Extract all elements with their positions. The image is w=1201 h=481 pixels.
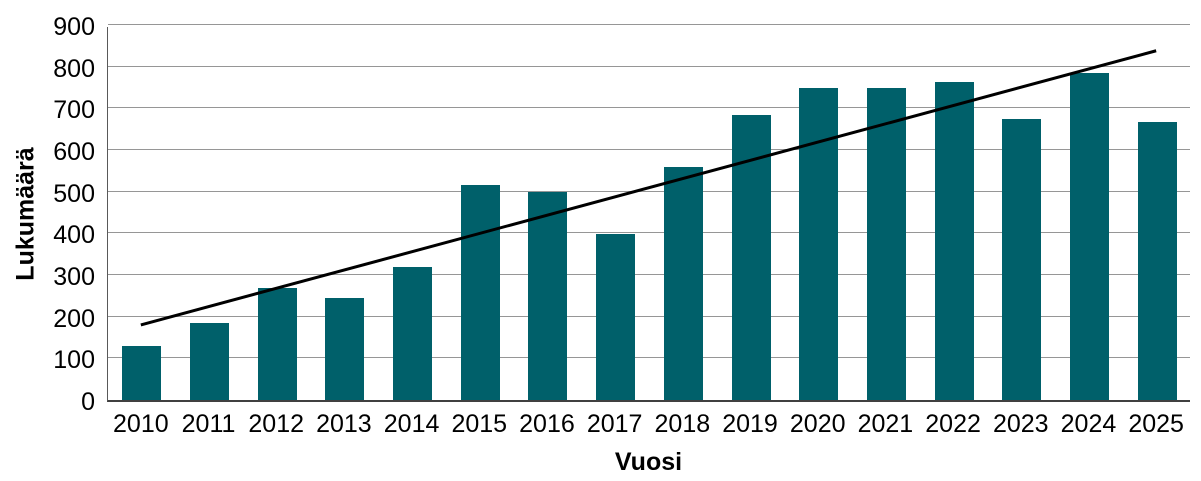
y-tick-label-900: 900 (53, 13, 95, 41)
y-tick-label-800: 800 (53, 54, 95, 83)
x-tick-label-2024: 2024 (1060, 410, 1117, 438)
bar-2025 (1137, 121, 1177, 400)
x-tick-label-2014: 2014 (383, 410, 440, 438)
gridline-700 (108, 107, 1190, 109)
x-tick-label-2020: 2020 (789, 410, 846, 438)
y-tick-label-100: 100 (53, 346, 95, 375)
y-tick-label-200: 200 (53, 304, 95, 333)
x-tick-label-2019: 2019 (722, 410, 778, 438)
x-tick-label-2017: 2017 (586, 410, 643, 438)
gridline-800 (108, 65, 1190, 67)
bar-2017 (596, 234, 636, 400)
bar-2016 (528, 191, 568, 400)
bar-2015 (460, 184, 500, 400)
plot-area (107, 24, 1190, 402)
y-tick-label-300: 300 (53, 263, 95, 291)
y-tick-label-0: 0 (81, 388, 95, 416)
gridline-100 (108, 357, 1190, 359)
x-tick-label-2016: 2016 (519, 410, 575, 438)
gridline-900 (108, 24, 1190, 25)
bar-2021 (866, 88, 906, 400)
bar-2011 (190, 322, 230, 400)
bar-2020 (799, 88, 839, 400)
bar-2013 (325, 297, 365, 400)
bar-2014 (393, 266, 433, 400)
x-tick-label-2022: 2022 (925, 410, 981, 438)
x-tick-label-2023: 2023 (992, 410, 1049, 438)
x-tick-label-2010: 2010 (113, 410, 169, 438)
bar-2023 (1002, 118, 1042, 400)
y-tick-label-700: 700 (53, 96, 95, 125)
x-tick-label-2013: 2013 (316, 410, 372, 438)
y-axis-title: Lukumäärä (11, 147, 40, 281)
x-tick-label-2025: 2025 (1128, 410, 1184, 438)
x-tick-label-2011: 2011 (181, 410, 236, 438)
bar-2024 (1069, 72, 1109, 400)
x-axis-title: Vuosi (614, 448, 683, 476)
bar-2012 (257, 287, 297, 400)
bar-2022 (934, 82, 974, 400)
x-tick-label-2015: 2015 (451, 410, 508, 438)
y-tick-label-400: 400 (53, 221, 95, 250)
x-tick-label-2018: 2018 (654, 410, 711, 438)
bar-2010 (122, 345, 162, 400)
y-tick-label-500: 500 (53, 179, 95, 208)
x-tick-label-2021: 2021 (857, 410, 914, 438)
x-tick-label-2012: 2012 (248, 410, 305, 438)
bar-2018 (663, 166, 703, 400)
bar-2019 (731, 114, 771, 400)
y-tick-label-600: 600 (53, 138, 95, 166)
